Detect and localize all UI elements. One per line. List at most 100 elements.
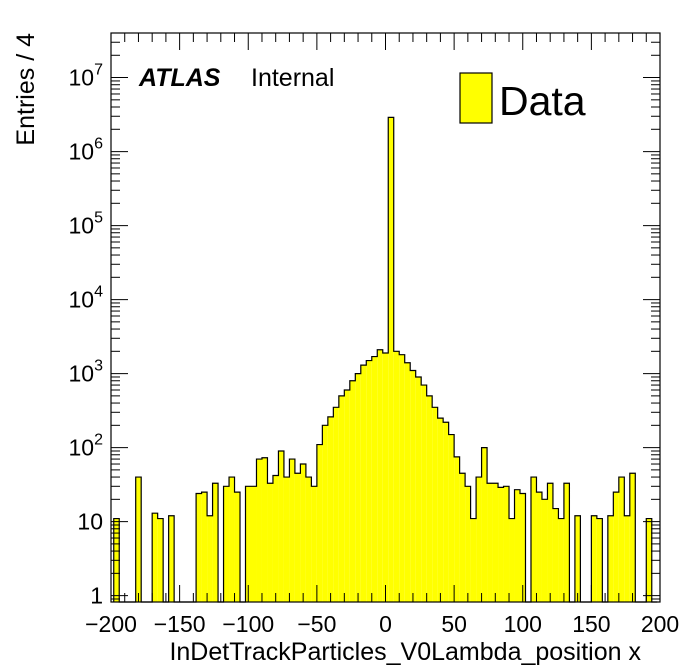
histogram-bin: [432, 407, 438, 602]
legend-label: Data: [499, 78, 586, 124]
histogram-bin: [267, 483, 273, 602]
histogram-bin: [503, 486, 510, 602]
x-tick-labels: −200 −150 −100 −50 0 50 100 150 200: [85, 611, 679, 637]
y-tick-label: 105: [69, 210, 104, 239]
histogram-bin: [443, 422, 449, 602]
histogram-bin: [393, 351, 400, 602]
histogram-bin: [509, 518, 515, 602]
histogram-bin: [415, 376, 422, 602]
histogram-bin: [344, 390, 350, 602]
histogram-bin: [618, 477, 625, 602]
histogram-bin: [470, 518, 477, 602]
histogram-bin: [646, 518, 652, 602]
histogram-bin: [234, 492, 241, 602]
x-tick-label: 100: [504, 611, 542, 637]
histogram-bin: [338, 395, 345, 602]
histogram-bin: [245, 486, 251, 602]
histogram-bin: [256, 459, 262, 602]
histogram-bin: [382, 352, 389, 602]
histogram-bin: [305, 477, 312, 602]
histogram-bin: [591, 515, 597, 602]
histogram-bin: [152, 513, 158, 602]
x-tick-label: 150: [572, 611, 610, 637]
histogram-bin: [541, 499, 548, 602]
histogram-bin: [355, 373, 361, 602]
histogram-bin: [311, 486, 317, 602]
histogram-bin: [404, 362, 411, 602]
histogram-bin: [366, 360, 372, 602]
histogram-bin: [229, 477, 235, 602]
histogram-bin: [410, 370, 416, 602]
atlas-label: ATLAS: [138, 64, 221, 92]
histogram-bin: [465, 486, 471, 602]
y-tick-labels: 1 10 102 103 104 105 106 107: [69, 62, 104, 609]
histogram-bin: [487, 483, 493, 602]
histogram-bin: [261, 457, 268, 602]
plot-frame: [110, 32, 661, 603]
histogram-bin: [223, 486, 230, 602]
histogram-bin: [426, 395, 433, 602]
histogram-bin: [316, 444, 323, 602]
histogram-bin: [596, 518, 603, 602]
histogram-bin: [563, 483, 570, 602]
histogram-bin: [283, 477, 290, 602]
histogram-bin: [530, 477, 537, 602]
histogram-bin: [558, 518, 564, 602]
histogram-bin: [498, 487, 504, 602]
histogram-bin: [454, 456, 460, 602]
x-tick-label: −150: [154, 611, 206, 637]
y-tick-label: 1: [90, 583, 103, 609]
y-axis-title: Entries / 4: [12, 33, 40, 146]
histogram-bin: [289, 459, 295, 602]
histogram-bin: [322, 425, 328, 602]
histogram-bin: [135, 477, 142, 602]
histogram-bin: [294, 473, 301, 602]
x-tick-label: 0: [379, 611, 392, 637]
histogram-bin: [250, 486, 257, 602]
histogram-bin: [371, 356, 378, 602]
internal-label: Internal: [251, 64, 334, 92]
histogram-bin: [624, 515, 630, 602]
histogram-bin: [349, 380, 356, 602]
y-tick-label: 102: [69, 432, 104, 461]
histogram-bin: [476, 477, 482, 602]
histogram-bin: [207, 515, 213, 602]
histogram-outline: [113, 116, 658, 603]
histogram-bin: [201, 492, 208, 602]
x-tick-label: −200: [85, 611, 137, 637]
histogram-bin: [168, 515, 175, 602]
axis-ticks: [110, 32, 661, 602]
histogram-bin: [629, 473, 636, 602]
histogram-bin: [272, 475, 279, 602]
histogram-bin: [613, 492, 619, 602]
x-tick-label: 50: [441, 611, 467, 637]
histogram-bin: [547, 483, 553, 602]
x-tick-label: −100: [222, 611, 274, 637]
histogram-bin: [607, 515, 614, 602]
y-tick-label: 104: [69, 284, 104, 313]
y-tick-label: 106: [69, 136, 104, 165]
histogram-bin: [481, 447, 488, 602]
histogram-bin: [574, 515, 581, 602]
histogram-bin: [300, 464, 306, 602]
histogram-bin: [536, 492, 542, 602]
x-tick-label: 200: [641, 611, 679, 637]
histogram-bin: [552, 508, 559, 602]
histogram-bin: [399, 354, 405, 602]
histogram-bars: [113, 117, 652, 602]
histogram-bin: [377, 349, 383, 602]
x-tick-label: −50: [297, 611, 336, 637]
histogram-bin: [459, 473, 466, 602]
histogram-bin: [514, 489, 521, 602]
histogram-bin: [327, 416, 334, 602]
histogram-bin: [492, 483, 499, 602]
histogram-bin: [421, 385, 427, 602]
histogram-bin: [196, 493, 202, 602]
y-tick-label: 10: [77, 509, 103, 535]
histogram-bin: [520, 493, 526, 602]
histogram-bin: [157, 518, 164, 602]
histogram-bin: [333, 407, 339, 602]
histogram-bin: [388, 117, 394, 602]
x-axis-title: InDetTrackParticles_V0Lambda_position x: [169, 638, 641, 666]
